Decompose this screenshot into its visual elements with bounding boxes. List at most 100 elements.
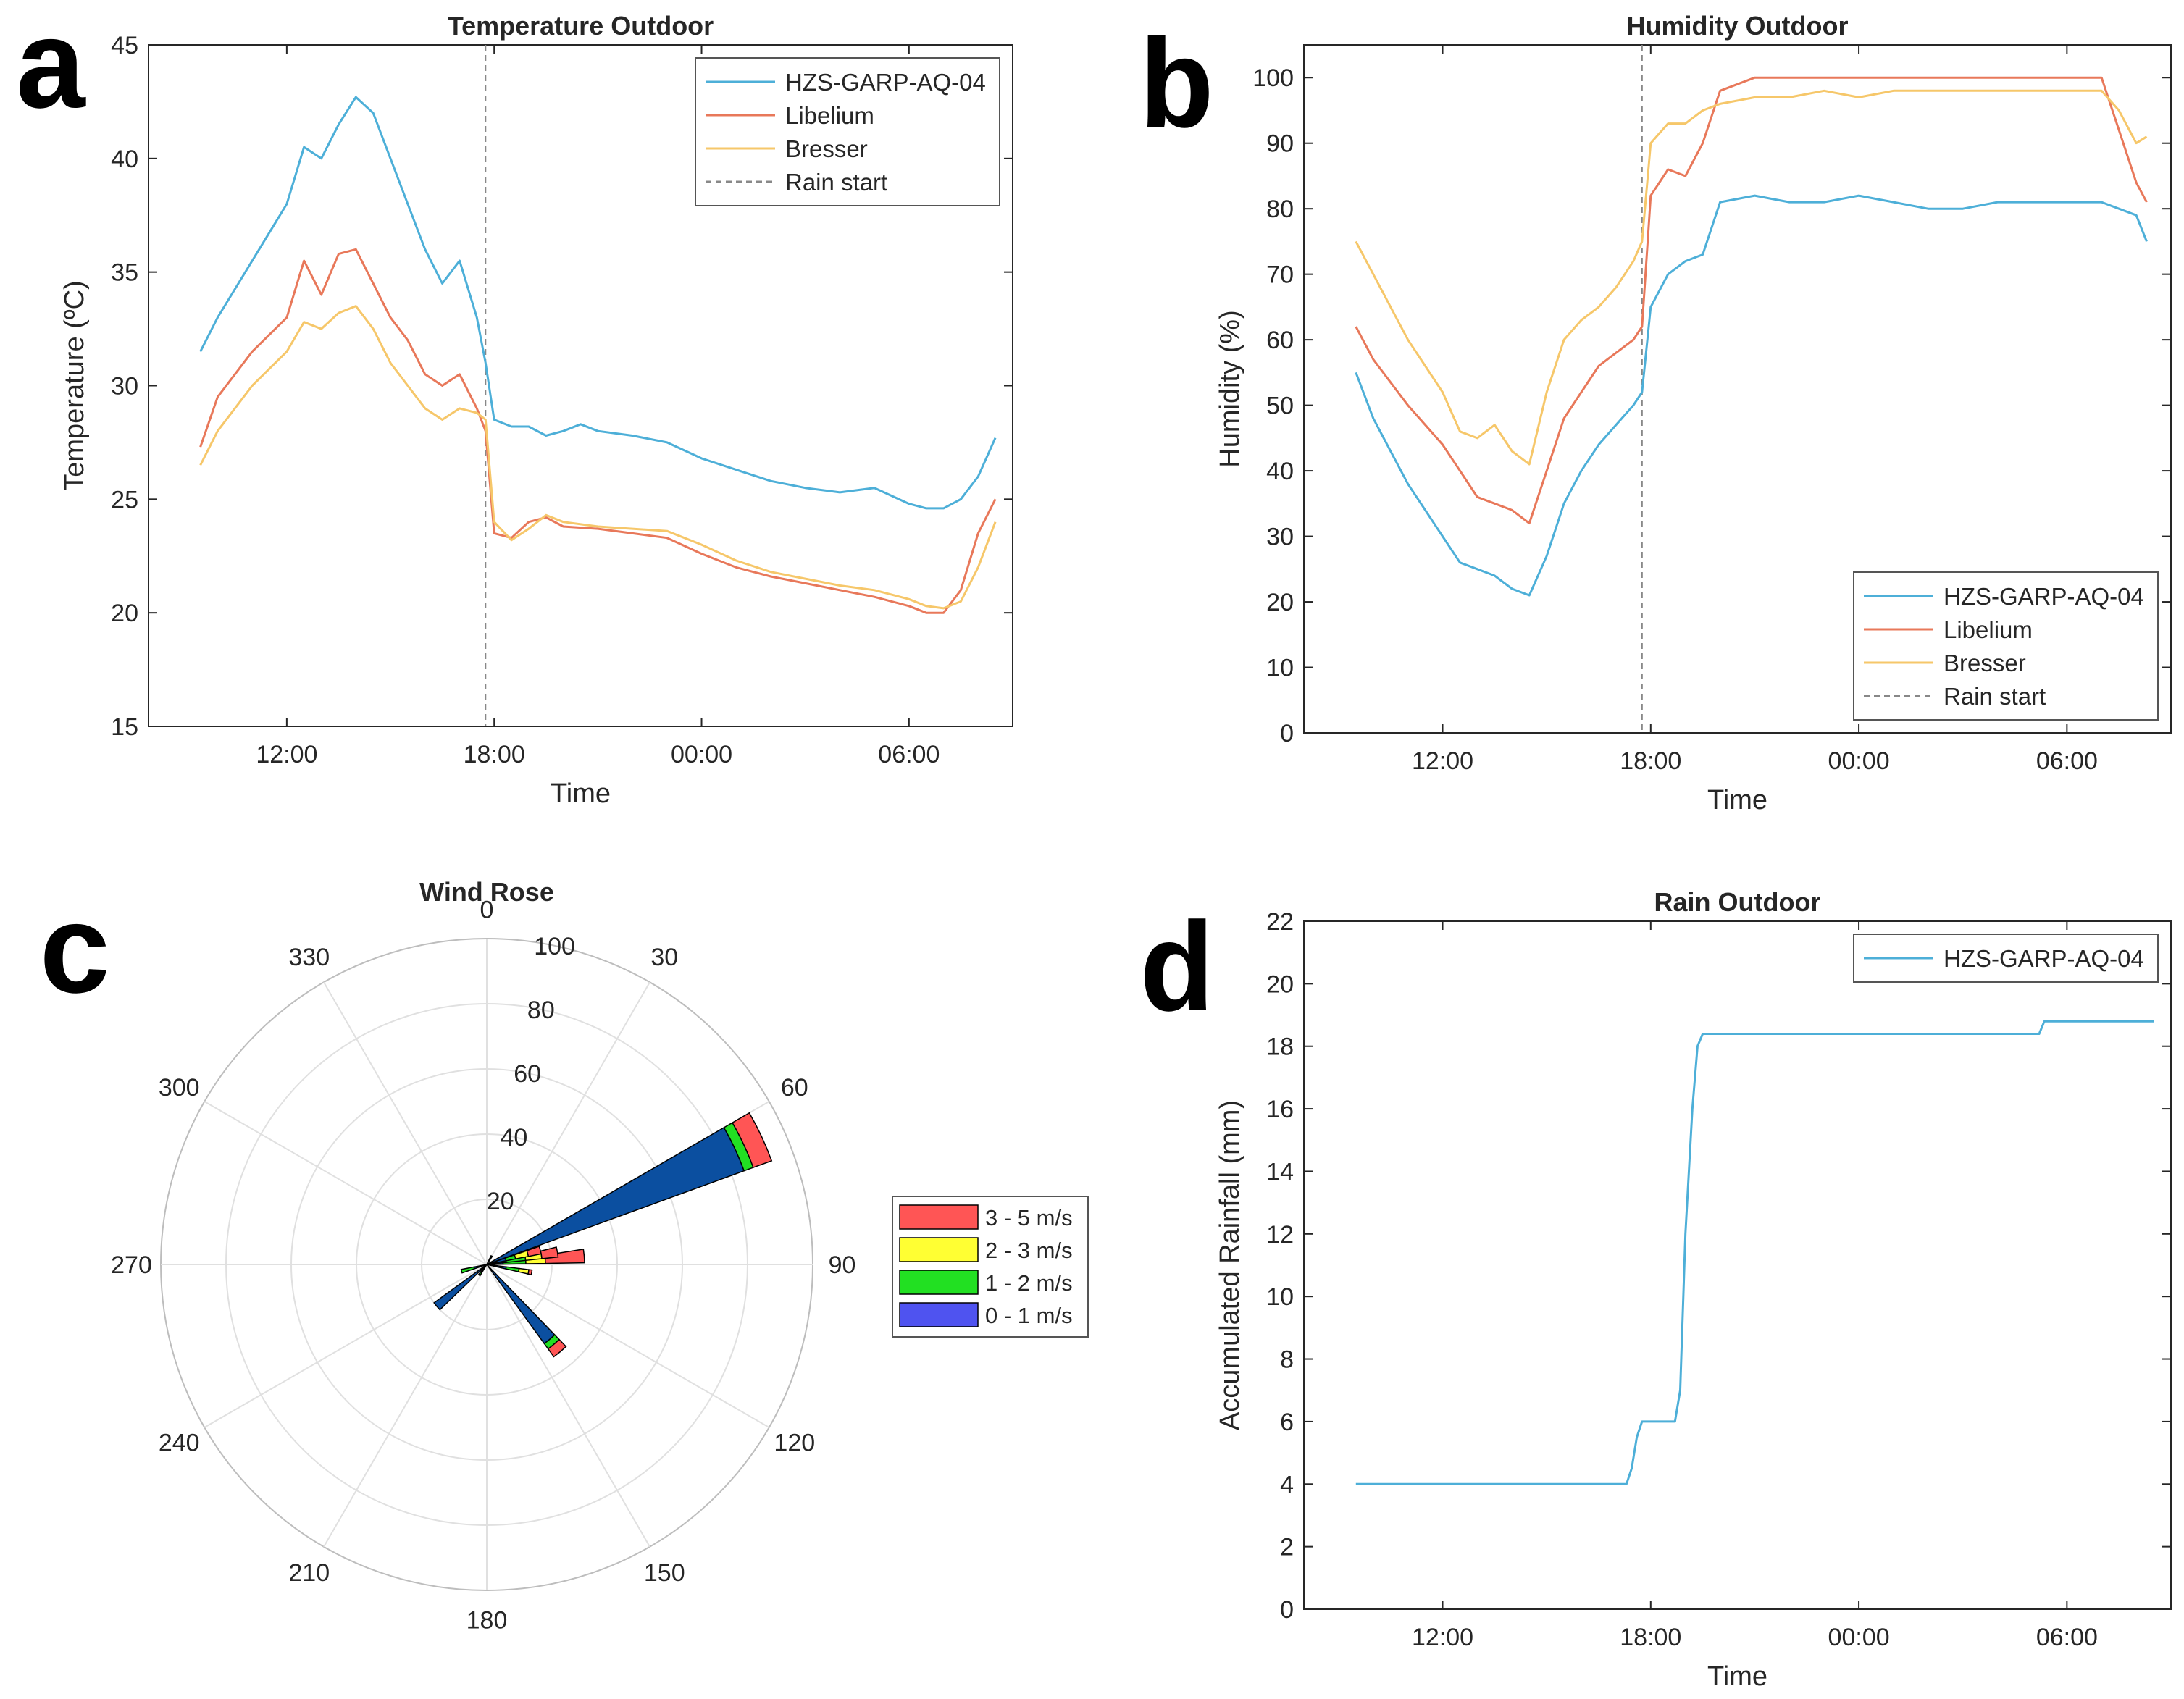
- y-tick-label: 50: [1266, 393, 1294, 420]
- y-tick-label: 40: [1266, 458, 1294, 485]
- x-tick-label: 18:00: [1620, 747, 1681, 775]
- legend-label: Libelium: [1944, 616, 2033, 643]
- series-line-hzs-garp-aq-04: [199, 96, 997, 510]
- y-tick-label: 14: [1266, 1158, 1294, 1186]
- panel-a-temperature: 15 20 25 30 35 40 45 12:00 18:00 00:00 06:00 Temper…: [59, 11, 1013, 809]
- y-tick-label: 6: [1280, 1409, 1294, 1436]
- y-tick-label: 2: [1280, 1534, 1294, 1561]
- y-axis-label: Accumulated Rainfall (mm): [1215, 1100, 1245, 1430]
- wind-wedge-75-bin3: [526, 1246, 542, 1257]
- angle-label: 120: [774, 1429, 815, 1456]
- polar-spoke: [204, 1101, 488, 1265]
- y-tick-label: 10: [1266, 1283, 1294, 1311]
- y-tick-label: 40: [111, 146, 138, 173]
- legend-label: Rain start: [785, 169, 887, 196]
- y-tick-label: 35: [111, 259, 138, 287]
- wind-wedge-215-bin1: [477, 1271, 483, 1277]
- y-tick-label: 0: [1280, 1596, 1294, 1624]
- angle-label: 300: [159, 1074, 200, 1102]
- angle-label: 330: [288, 944, 330, 971]
- polar-spoke: [323, 1264, 488, 1548]
- ring-label: 100: [534, 933, 575, 960]
- y-tick-label: 30: [1266, 524, 1294, 551]
- angle-label: 270: [111, 1251, 152, 1279]
- x-axis-label: Time: [1707, 1661, 1767, 1692]
- panel-b-humidity: 0 10 20 30 40 50 60 70 80 90 100 12:00 18:00 00:00 06:…: [1215, 11, 2172, 815]
- ring-label: 40: [501, 1124, 528, 1151]
- y-tick-label: 8: [1280, 1346, 1294, 1374]
- chart-title: Temperature Outdoor: [448, 11, 714, 41]
- polar-spoke: [323, 981, 488, 1265]
- angle-label: 0: [480, 897, 494, 924]
- legend-label: Bresser: [785, 135, 868, 162]
- chart-title: Rain Outdoor: [1654, 887, 1821, 917]
- chart-title: Humidity Outdoor: [1627, 11, 1849, 41]
- y-tick-label: 100: [1252, 64, 1294, 92]
- panel-letter-b: b: [1139, 21, 1215, 165]
- y-tick-label: 60: [1266, 327, 1294, 354]
- angle-label: 150: [644, 1559, 685, 1587]
- legend-label: 3 - 5 m/s: [985, 1205, 1073, 1230]
- legend-swatch: [899, 1204, 979, 1230]
- x-tick-label: 00:00: [1828, 747, 1890, 775]
- wind-wedge-100-bin2: [517, 1267, 530, 1275]
- polar-spoke: [204, 1264, 488, 1428]
- y-axis-label: Humidity (%): [1215, 310, 1245, 467]
- y-tick-label: 12: [1266, 1221, 1294, 1249]
- y-tick-label: 22: [1266, 908, 1294, 936]
- y-tick-label: 90: [1266, 130, 1294, 158]
- wind-wedge-65-bin3: [732, 1112, 773, 1169]
- x-tick-label: 06:00: [2036, 1624, 2098, 1651]
- wind-wedge-140-bin0: [486, 1264, 556, 1345]
- y-tick-label: 20: [1266, 970, 1294, 998]
- series-line-libelium: [1355, 76, 2148, 524]
- angle-label: 90: [829, 1251, 856, 1279]
- x-tick-label: 12:00: [256, 741, 317, 768]
- legend-swatch: [899, 1237, 979, 1262]
- polar-spoke: [486, 981, 650, 1265]
- ring-label: 20: [487, 1188, 514, 1215]
- x-tick-label: 18:00: [464, 741, 525, 768]
- legend: HZS-GARP-AQ-04 Libelium Bresser Rain start: [1853, 571, 2159, 721]
- ring-label: 60: [514, 1060, 541, 1088]
- angle-label: 210: [288, 1559, 330, 1587]
- legend-label: Rain start: [1944, 683, 2046, 710]
- y-tick-label: 16: [1266, 1096, 1294, 1123]
- y-axis-label: Temperature (ºC): [59, 280, 90, 491]
- angle-label: 240: [159, 1429, 200, 1456]
- polar-spoke: [486, 1264, 770, 1428]
- x-tick-label: 12:00: [1412, 747, 1473, 775]
- legend-label: Bresser: [1944, 650, 2026, 676]
- y-tick-label: 30: [111, 373, 138, 400]
- panel-letter-a: a: [13, 1, 89, 146]
- legend-swatch: [899, 1302, 979, 1327]
- panel-letter-c: c: [38, 886, 114, 1031]
- x-tick-label: 06:00: [2036, 747, 2098, 775]
- y-tick-label: 70: [1266, 261, 1294, 289]
- legend-label: HZS-GARP-AQ-04: [1944, 583, 2144, 610]
- legend-label: 2 - 3 m/s: [985, 1238, 1073, 1263]
- angle-label: 180: [466, 1607, 508, 1635]
- y-tick-label: 15: [111, 713, 138, 741]
- polar-spoke: [486, 1264, 650, 1548]
- x-axis-label: Time: [1707, 785, 1767, 815]
- y-tick-label: 20: [1266, 589, 1294, 616]
- wind-wedge-100-bin1: [505, 1266, 520, 1273]
- panel-d-rain: 0 2 4 6 8 10 12 14 16 18 20 22 12:00 18:00 00:00 06:00 R…: [1215, 887, 2172, 1692]
- legend-label: Libelium: [785, 102, 874, 129]
- y-tick-label: 20: [111, 600, 138, 627]
- x-tick-label: 00:00: [1828, 1624, 1890, 1651]
- legend-swatch: [899, 1270, 979, 1295]
- y-tick-label: 80: [1266, 196, 1294, 223]
- wind-wedge-30-bin1: [488, 1254, 493, 1260]
- y-tick-label: 0: [1280, 720, 1294, 747]
- y-tick-label: 25: [111, 486, 138, 513]
- wind-wedge-230-bin0: [433, 1264, 488, 1311]
- legend: 3 - 5 m/s 2 - 3 m/s 1 - 2 m/s 0 - 1 m/s: [892, 1196, 1089, 1338]
- series-line-bresser: [199, 305, 997, 610]
- y-tick-label: 45: [111, 32, 138, 59]
- legend-label: 1 - 2 m/s: [985, 1270, 1073, 1296]
- x-axis-label: Time: [551, 779, 611, 809]
